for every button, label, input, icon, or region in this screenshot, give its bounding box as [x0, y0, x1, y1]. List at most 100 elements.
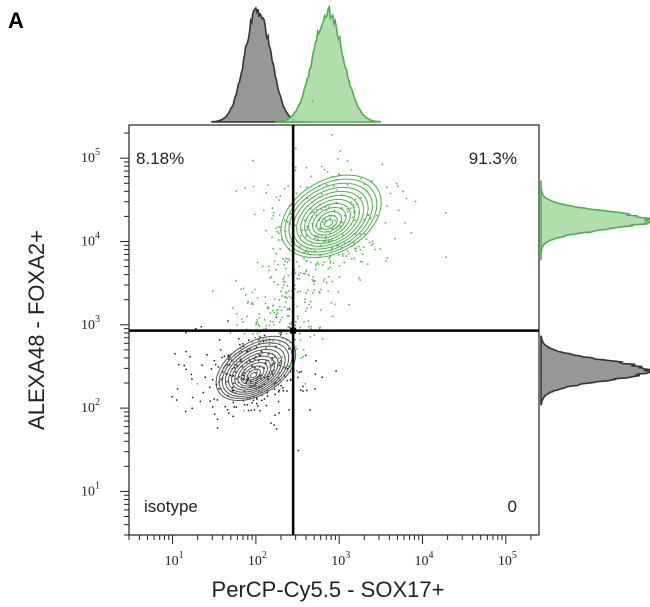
grey-event: [213, 398, 215, 400]
green-event: [310, 325, 312, 328]
quadrant-label-upper-right: 91.3%: [469, 149, 517, 168]
green-event: [271, 217, 273, 220]
green-event: [269, 277, 271, 279]
green-event: [277, 226, 280, 228]
grey-contour: [234, 355, 276, 389]
green-event: [270, 276, 273, 278]
green-event: [302, 272, 305, 275]
green-event: [312, 292, 314, 294]
grey-event: [289, 370, 292, 373]
green-contour: [284, 178, 378, 256]
green-event: [232, 360, 235, 363]
green-event: [235, 313, 238, 315]
green-event: [321, 193, 323, 195]
grey-contour: [246, 368, 261, 381]
green-event: [358, 245, 360, 248]
green-event: [341, 246, 343, 249]
green-event: [341, 253, 344, 255]
green-event: [324, 219, 327, 221]
grey-event: [300, 370, 302, 373]
green-event: [289, 341, 292, 344]
grey-event: [273, 382, 275, 385]
grey-event: [274, 381, 277, 384]
green-event: [334, 303, 336, 306]
green-event: [304, 301, 306, 303]
grey-event: [200, 326, 203, 328]
green-event: [269, 365, 271, 367]
grey-event: [278, 364, 281, 367]
grey-event: [185, 368, 187, 371]
green-event: [360, 197, 362, 199]
green-event: [273, 311, 275, 314]
quadrant-gates: [129, 125, 539, 535]
green-event: [358, 277, 360, 279]
grey-event: [273, 388, 276, 390]
grey-event: [282, 390, 285, 392]
green-event: [312, 280, 314, 282]
grey-event: [184, 410, 187, 413]
grey-event: [233, 406, 235, 408]
green-event: [232, 307, 234, 309]
green-event: [298, 265, 300, 268]
green-event: [287, 290, 290, 292]
quadrant-label-lower-right: 0: [508, 497, 517, 516]
green-event: [329, 217, 331, 220]
green-event: [320, 288, 322, 291]
grey-event: [309, 409, 311, 411]
grey-event: [266, 395, 269, 397]
green-event: [381, 163, 384, 166]
grey-event: [300, 389, 302, 391]
green-event: [296, 277, 298, 280]
green-event: [275, 309, 278, 312]
green-event: [286, 308, 289, 310]
grey-event: [171, 396, 173, 398]
green-event: [318, 327, 320, 329]
green-event: [265, 327, 267, 330]
green-event: [346, 184, 349, 186]
grey-event: [278, 412, 280, 414]
x-tick-label: 105: [498, 550, 517, 569]
green-event: [256, 261, 259, 264]
grey-event: [277, 391, 280, 393]
quadrant-label-lower-left: isotype: [144, 497, 198, 516]
green-event: [319, 217, 322, 219]
green-event: [322, 264, 324, 266]
green-event: [279, 319, 282, 321]
green-event: [283, 263, 285, 266]
green-event: [322, 280, 325, 282]
y-tick-label: 101: [81, 480, 100, 499]
grey-event: [335, 370, 337, 372]
green-event: [282, 280, 285, 283]
grey-event: [220, 378, 222, 381]
grey-event: [302, 390, 304, 392]
green-contour: [323, 219, 334, 228]
green-event: [284, 187, 286, 190]
y-axis-title: ALEXA48 - FOXA2+: [24, 230, 49, 430]
green-event: [301, 229, 303, 231]
green-event: [279, 248, 281, 250]
green-event: [359, 260, 362, 263]
green-event: [321, 234, 323, 237]
y-marginal-histogram: [540, 180, 650, 406]
green-event: [278, 299, 281, 301]
green-event: [274, 362, 276, 364]
green-contour: [304, 198, 356, 242]
green-event: [333, 185, 335, 187]
grey-event: [236, 365, 238, 367]
green-event: [305, 270, 307, 272]
grey-contour: [224, 345, 286, 395]
grey-event: [274, 414, 276, 416]
grey-event: [232, 415, 234, 418]
green-event: [326, 183, 328, 186]
green-event: [353, 211, 355, 213]
grey-event: [218, 339, 221, 341]
green-event: [290, 241, 293, 243]
green-event: [265, 340, 268, 343]
green-event: [289, 213, 291, 215]
green-event: [262, 338, 264, 340]
green-event: [280, 290, 282, 293]
green-event: [296, 348, 298, 350]
green-event: [235, 280, 237, 282]
green-event: [285, 257, 287, 260]
green-event: [265, 338, 267, 341]
